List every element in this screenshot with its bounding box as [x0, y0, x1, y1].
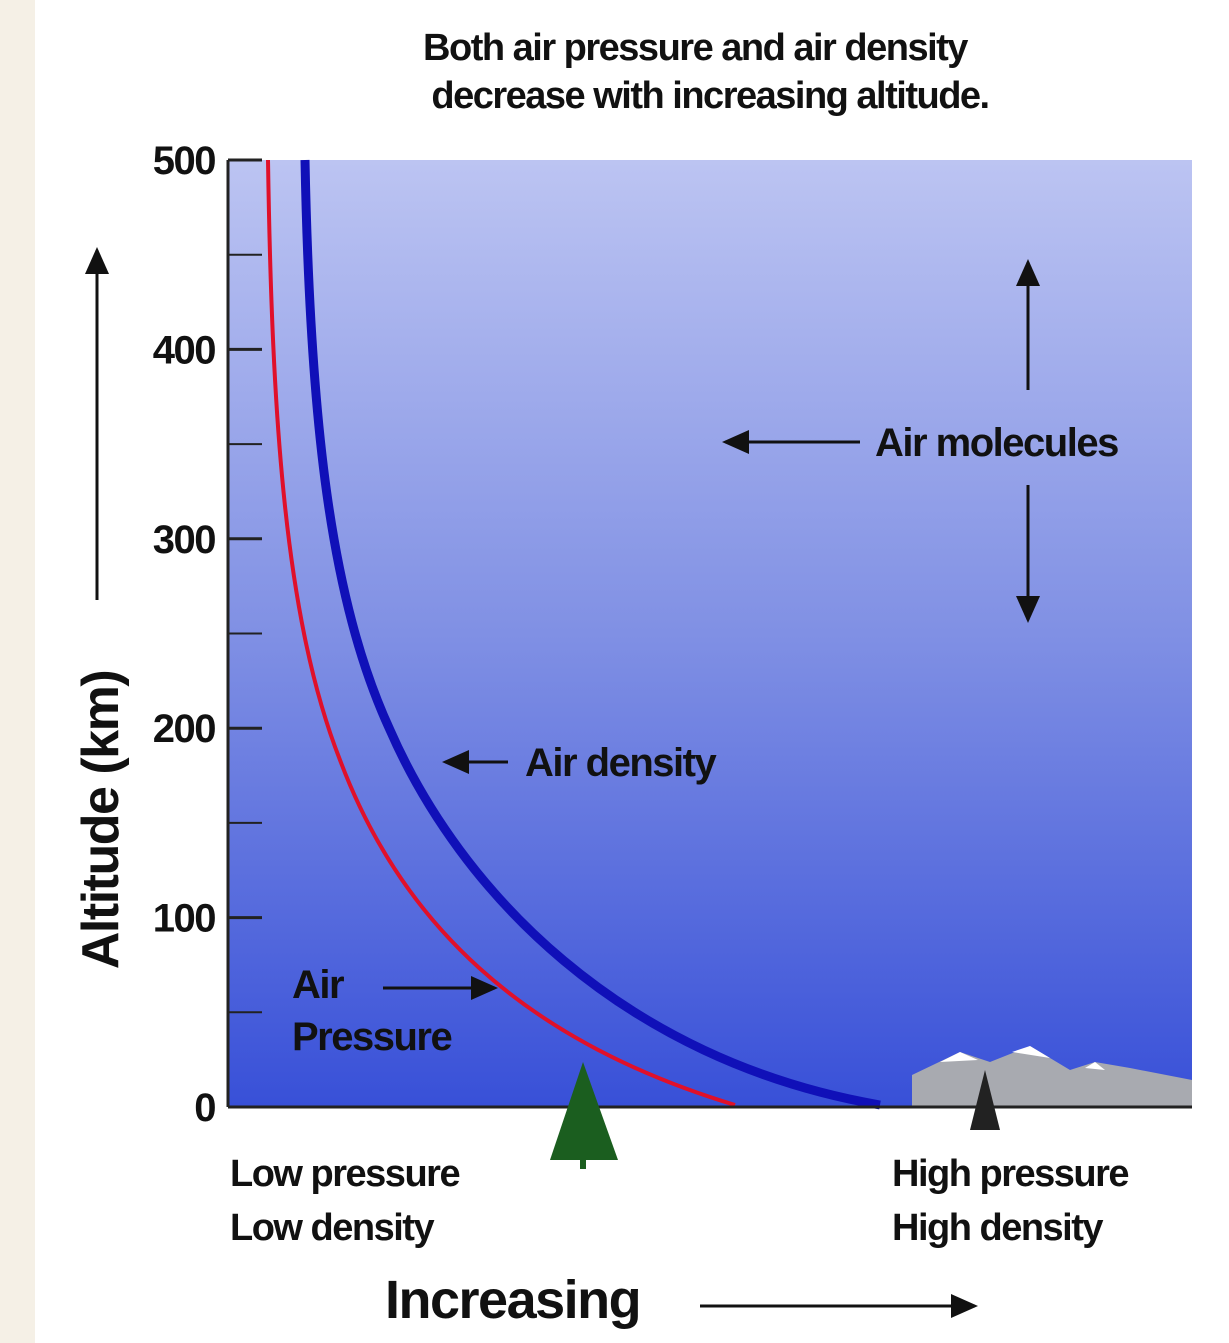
air-molecules-label: Air molecules	[875, 421, 1118, 465]
air-pressure-curve	[266, 159, 736, 1107]
y-tick-label: 500	[153, 139, 215, 183]
low-label: Low density	[230, 1207, 434, 1249]
low-label: Low pressure	[230, 1153, 459, 1195]
plot-area	[228, 160, 1192, 1107]
high-label: High density	[892, 1207, 1103, 1249]
tree	[550, 1062, 618, 1169]
title: decrease with increasing altitude.	[431, 75, 988, 117]
air-density-curve	[300, 159, 881, 1110]
air-pressure-label: Air	[292, 963, 344, 1007]
y-tick-label: 100	[153, 897, 215, 941]
increasing-label: Increasing	[385, 1270, 640, 1330]
y-tick-label: 300	[153, 518, 215, 562]
axis-label: Altitude (km)	[72, 671, 130, 969]
air-pressure-label: Pressure	[292, 1015, 451, 1059]
title: Both air pressure and air density	[423, 27, 968, 69]
y-tick-label: 400	[153, 328, 215, 372]
y-tick-label: 0	[194, 1086, 215, 1130]
y-tick-label: 200	[153, 707, 215, 751]
air-density-label: Air density	[525, 741, 717, 785]
high-label: High pressure	[892, 1153, 1128, 1195]
small-tree	[970, 1070, 1000, 1130]
